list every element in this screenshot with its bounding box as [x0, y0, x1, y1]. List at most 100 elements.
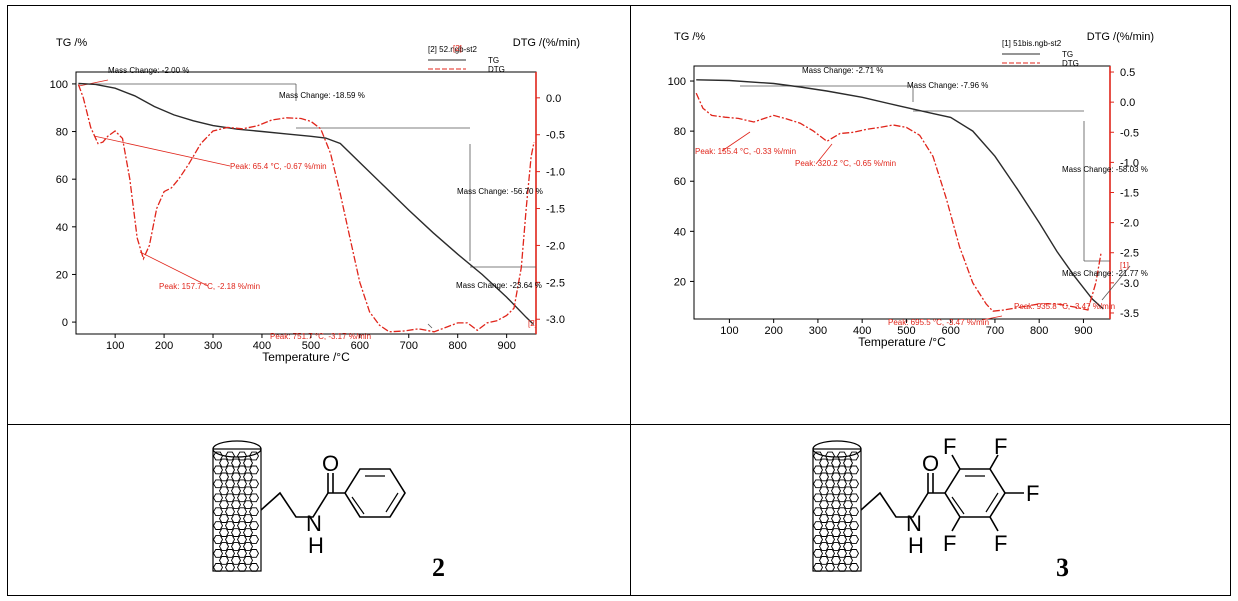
- nanotube-hexagon: [830, 556, 842, 565]
- nanotube-hexagon: [224, 465, 236, 475]
- nanotube-hexagon: [224, 535, 236, 544]
- nanotube-hexagon: [812, 563, 824, 572]
- x-axis-label: Temperature /°C: [858, 335, 946, 349]
- nanotube-hexagon: [836, 549, 848, 558]
- compound-3-structure: O N H F F F F F: [812, 434, 1039, 572]
- annotation-leader-line: [139, 251, 209, 287]
- nanotube-hexagon: [224, 507, 236, 517]
- series-line-tg: [78, 82, 535, 326]
- nanotube-hexagon: [224, 493, 236, 503]
- annotation-leader-line: [981, 315, 1003, 321]
- x-tick-label: 500: [897, 325, 915, 337]
- nanotube-hexagon: [812, 507, 824, 517]
- y-left-tick-label: 60: [56, 174, 68, 186]
- nanotube-hexagon: [242, 458, 254, 468]
- nanotube-hexagon: [236, 493, 248, 503]
- x-tick-label: 100: [106, 340, 124, 352]
- nanotube-hexagon: [848, 535, 860, 544]
- nanotube-hexagon: [248, 563, 260, 572]
- nanotube-hexagon: [248, 493, 260, 503]
- nanotube-hexagon: [812, 465, 824, 475]
- y-right-tick-label: -1.0: [546, 167, 565, 179]
- nanotube-hexagon: [848, 479, 860, 489]
- legend-entry: DTG: [1062, 59, 1079, 68]
- annotation-label: [2]: [528, 319, 537, 328]
- nanotube-hexagon: [212, 451, 224, 461]
- nanotube-hexagon: [830, 500, 842, 510]
- nanotube-hexagon: [830, 514, 842, 523]
- fluorine-atom-label: F: [994, 531, 1007, 556]
- nanotube-hexagon: [836, 507, 848, 517]
- nanotube-hexagon: [242, 486, 254, 496]
- nanotube-hexagon: [212, 549, 224, 558]
- nanotube-hexagon: [836, 479, 848, 489]
- nanotube-hexagon: [812, 549, 824, 558]
- x-tick-label: 600: [942, 325, 960, 337]
- legend-title: [2] 52.ngb-st2: [428, 45, 477, 54]
- annotation-label: Mass Change: -2.71 %: [802, 66, 883, 75]
- nanotube-hexagon: [836, 521, 848, 530]
- nanotube-hexagon: [848, 563, 860, 572]
- nanotube-hexagon: [824, 465, 836, 475]
- nanotube-hexagon: [224, 563, 236, 572]
- nanotube-hexagon: [212, 465, 224, 475]
- nanotube-hexagon: [848, 451, 860, 461]
- annotation-leader-line: [93, 135, 231, 167]
- x-tick-label: 200: [155, 340, 173, 352]
- nanotube-hexagon: [230, 500, 242, 510]
- nanotube-hexagon: [218, 514, 230, 523]
- nanotube-hexagon: [242, 542, 254, 551]
- annotation-label: Mass Change: -18.59 %: [279, 91, 365, 100]
- nanotube-hexagon: [230, 458, 242, 468]
- y-right-tick-label: -2.5: [546, 277, 565, 289]
- oxygen-atom-label: O: [922, 451, 939, 476]
- nanotube-hexagon: [836, 493, 848, 503]
- x-tick-label: 900: [497, 340, 515, 352]
- nanotube-hexagon: [224, 479, 236, 489]
- y-right-tick-label: -3.0: [546, 314, 565, 326]
- compound-2-structure: O N H: [212, 440, 406, 572]
- x-tick-label: 900: [1074, 325, 1092, 337]
- nanotube-hexagon: [824, 535, 836, 544]
- annotation-label: Peak: 935.8 °C, -3.47 %/min: [1014, 302, 1115, 311]
- legend-entry: TG: [1062, 50, 1073, 59]
- nanotube-hexagon: [212, 507, 224, 517]
- nanotube-hexagon: [842, 528, 854, 537]
- nanotube-hexagon: [212, 563, 224, 572]
- nanotube-hexagon: [236, 451, 248, 461]
- nanotube-hexagon: [248, 507, 260, 517]
- plot-frame: [75, 71, 537, 335]
- y-left-tick-label: 20: [674, 276, 686, 288]
- y-left-axis-label: TG /%: [674, 31, 705, 43]
- x-tick-label: 200: [764, 325, 782, 337]
- y-right-tick-label: 0.0: [546, 93, 561, 105]
- annotation-leader-line: [78, 79, 109, 87]
- nanotube-hexagon: [236, 563, 248, 572]
- nanotube-hexagon: [830, 542, 842, 551]
- legend-title: [1] 51bis.ngb-st2: [1002, 39, 1062, 48]
- nanotube-hexagon: [842, 542, 854, 551]
- x-axis-label: Temperature /°C: [262, 350, 350, 364]
- nanotube-hexagon: [248, 465, 260, 475]
- nanotube-hexagon: [218, 472, 230, 482]
- annotation-label: Peak: 155.4 °C, -0.33 %/min: [695, 147, 796, 156]
- annotation-label: Mass Change: -2.00 %: [108, 66, 189, 75]
- x-tick-label: 300: [204, 340, 222, 352]
- nanotube-hexagon: [824, 493, 836, 503]
- tga-chart-panel-2: 100 200 300 400 500 600 700 800 900 20 40 60 80 100 0.…: [632, 6, 1238, 422]
- nanotube-hexagon: [848, 493, 860, 503]
- nanotube-hexagon: [848, 521, 860, 530]
- nanotube-hexagon: [230, 514, 242, 523]
- nanotube-hexagon: [212, 521, 224, 530]
- annotation-label: Peak: 65.4 °C, -0.67 %/min: [230, 162, 327, 171]
- nanotube-hexagon: [824, 507, 836, 517]
- nanotube-hexagon: [818, 556, 830, 565]
- nanotube-hexagon: [830, 472, 842, 482]
- oxygen-atom-label: O: [322, 451, 339, 476]
- nanotube-hexagon: [248, 549, 260, 558]
- nanotube-hexagon: [818, 472, 830, 482]
- nanotube-hexagon: [824, 549, 836, 558]
- nanotube-hexagon: [212, 479, 224, 489]
- tga-chart-1: 100 200 300 400 500 600 700 800 900 0 20 40 60 80 100 0…: [50, 37, 580, 364]
- x-tick-label: 400: [253, 340, 271, 352]
